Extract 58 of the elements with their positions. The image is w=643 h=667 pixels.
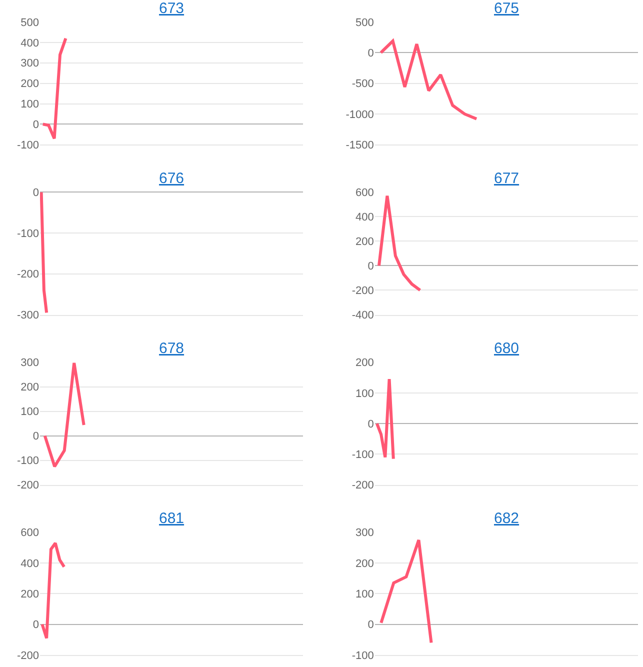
y-tick-label: 0 — [368, 418, 374, 430]
y-tick-label: -100 — [16, 228, 39, 240]
y-tick-label: 100 — [356, 388, 374, 400]
line-series — [40, 542, 66, 640]
y-tick-label: -100 — [16, 139, 39, 152]
y-tick-label: 400 — [20, 558, 39, 570]
y-tick-label: -200 — [352, 285, 374, 298]
chart-title: 681 — [159, 510, 184, 527]
y-tick-label: 400 — [356, 212, 374, 224]
y-tick-label: -200 — [352, 480, 374, 492]
y-tick-label: -100 — [16, 455, 39, 468]
y-tick-label: 600 — [356, 186, 374, 199]
y-tick-label: -200 — [16, 268, 39, 281]
y-tick-label: 0 — [32, 430, 39, 443]
y-tick-label: 100 — [356, 588, 374, 601]
y-tick-label: 0 — [32, 619, 39, 632]
y-tick-label: -400 — [352, 310, 374, 322]
y-tick-label: 0 — [368, 619, 374, 632]
y-tick-label: -100 — [352, 650, 374, 662]
y-tick-label: -100 — [352, 449, 374, 462]
y-tick-label: 0 — [368, 260, 374, 273]
y-tick-label: 600 — [20, 527, 39, 540]
y-tick-label: 0 — [32, 119, 39, 132]
chart-title: 675 — [494, 0, 520, 17]
y-tick-label: 400 — [20, 37, 39, 50]
y-tick-label: -300 — [16, 310, 39, 322]
line-series — [41, 36, 68, 140]
line-series — [379, 40, 478, 120]
y-tick-label: 300 — [356, 527, 374, 540]
y-tick-label: 200 — [356, 558, 374, 570]
y-tick-label: 200 — [20, 588, 39, 601]
y-tick-label: 0 — [368, 48, 374, 60]
line-series — [375, 378, 395, 460]
y-tick-label: 500 — [20, 16, 39, 29]
y-tick-label: 100 — [20, 406, 39, 418]
chart-title: 673 — [159, 0, 184, 17]
chart-title: 682 — [494, 510, 520, 527]
chart-title: 677 — [494, 170, 520, 187]
y-tick-label: 200 — [356, 357, 374, 370]
y-tick-label: 300 — [20, 357, 39, 370]
y-tick-label: 200 — [20, 382, 39, 394]
y-tick-label: 300 — [20, 58, 39, 70]
chart-title: 678 — [159, 340, 184, 357]
chart-title: 676 — [159, 170, 184, 187]
y-tick-label: 200 — [356, 236, 374, 248]
line-series — [377, 194, 422, 292]
y-tick-label: -200 — [16, 650, 39, 662]
y-tick-label: -1000 — [346, 108, 374, 121]
y-tick-label: 0 — [32, 186, 39, 199]
y-tick-label: 500 — [356, 16, 374, 29]
line-series — [43, 362, 86, 468]
line-series — [380, 538, 433, 644]
y-tick-label: 200 — [20, 78, 39, 90]
y-tick-label: -500 — [352, 78, 374, 90]
y-tick-label: 100 — [20, 98, 39, 111]
y-tick-label: -200 — [16, 480, 39, 492]
y-tick-label: -1500 — [346, 139, 374, 152]
chart-title: 680 — [494, 340, 520, 357]
